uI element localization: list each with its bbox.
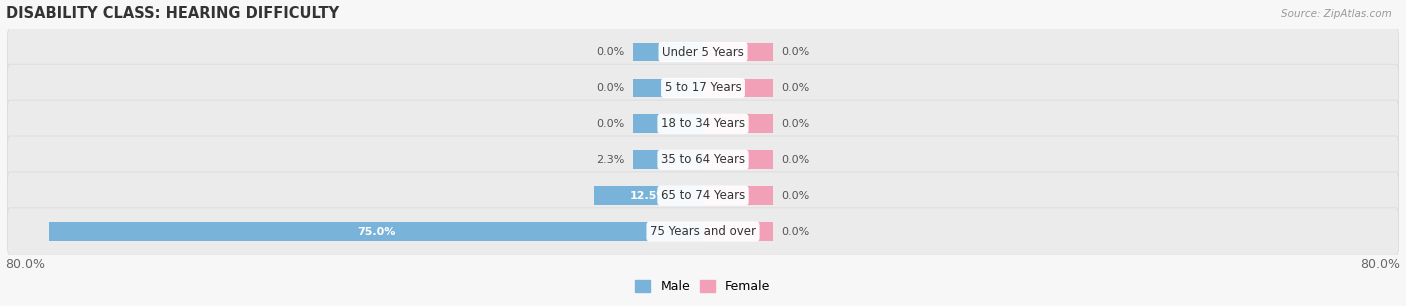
Bar bbox=[703, 222, 773, 241]
FancyBboxPatch shape bbox=[7, 28, 1399, 76]
Text: 80.0%: 80.0% bbox=[6, 259, 45, 271]
FancyBboxPatch shape bbox=[7, 172, 1399, 219]
Text: 35 to 64 Years: 35 to 64 Years bbox=[661, 153, 745, 166]
Bar bbox=[49, 222, 703, 241]
FancyBboxPatch shape bbox=[7, 208, 1399, 255]
Text: 0.0%: 0.0% bbox=[782, 155, 810, 165]
Bar bbox=[703, 150, 773, 169]
Text: 80.0%: 80.0% bbox=[1361, 259, 1400, 271]
FancyBboxPatch shape bbox=[7, 100, 1399, 147]
Text: 65 to 74 Years: 65 to 74 Years bbox=[661, 189, 745, 202]
Bar bbox=[593, 186, 703, 205]
Text: 0.0%: 0.0% bbox=[782, 83, 810, 93]
Bar bbox=[703, 79, 773, 97]
Text: DISABILITY CLASS: HEARING DIFFICULTY: DISABILITY CLASS: HEARING DIFFICULTY bbox=[6, 6, 339, 21]
Text: Source: ZipAtlas.com: Source: ZipAtlas.com bbox=[1281, 9, 1392, 19]
Text: 5 to 17 Years: 5 to 17 Years bbox=[665, 81, 741, 95]
Text: 0.0%: 0.0% bbox=[782, 226, 810, 237]
Text: 0.0%: 0.0% bbox=[596, 83, 624, 93]
Bar bbox=[633, 114, 703, 133]
Text: 0.0%: 0.0% bbox=[782, 119, 810, 129]
Text: Under 5 Years: Under 5 Years bbox=[662, 46, 744, 58]
Text: 12.5%: 12.5% bbox=[630, 191, 668, 201]
Bar bbox=[703, 186, 773, 205]
Text: 0.0%: 0.0% bbox=[782, 191, 810, 201]
Text: 0.0%: 0.0% bbox=[596, 47, 624, 57]
Bar bbox=[633, 79, 703, 97]
FancyBboxPatch shape bbox=[7, 136, 1399, 183]
Text: 75.0%: 75.0% bbox=[357, 226, 395, 237]
Bar bbox=[703, 114, 773, 133]
FancyBboxPatch shape bbox=[7, 64, 1399, 112]
Bar bbox=[633, 43, 703, 61]
Text: 2.3%: 2.3% bbox=[596, 155, 624, 165]
Bar bbox=[703, 43, 773, 61]
Bar bbox=[633, 150, 703, 169]
Text: 0.0%: 0.0% bbox=[782, 47, 810, 57]
Text: 0.0%: 0.0% bbox=[596, 119, 624, 129]
Text: 75 Years and over: 75 Years and over bbox=[650, 225, 756, 238]
Legend: Male, Female: Male, Female bbox=[630, 275, 776, 298]
Text: 18 to 34 Years: 18 to 34 Years bbox=[661, 117, 745, 130]
